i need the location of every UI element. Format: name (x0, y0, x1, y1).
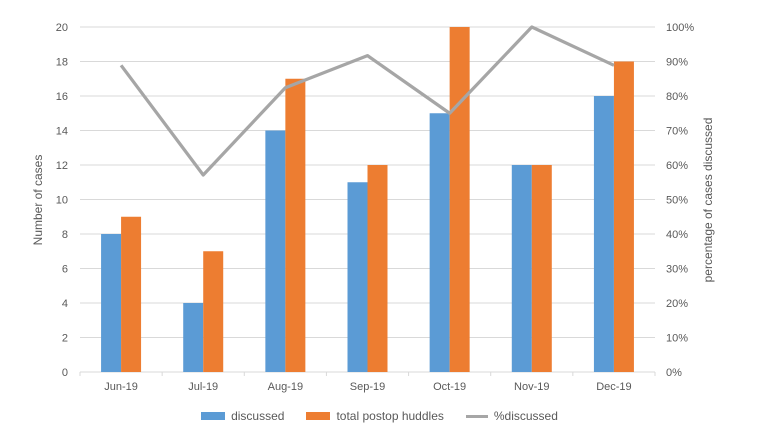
x-axis-category-label: Dec-19 (596, 381, 631, 393)
left-axis-tick-label: 8 (62, 229, 68, 241)
legend-bar-swatch (201, 412, 226, 420)
right-axis-tick-label: 90% (666, 57, 688, 69)
x-axis-category-label: Oct-19 (433, 381, 466, 393)
left-axis-tick-label: 10 (56, 195, 68, 207)
legend-label: discussed (231, 409, 285, 423)
bar-discussed-Jul-19 (183, 303, 204, 372)
x-axis-category-label: Sep-19 (350, 381, 385, 393)
right-axis-tick-label: 0% (666, 367, 682, 379)
chart-graphics: 0 2 4 6 8 10 12 14 16 18 20 0% 10% 20% 30% 40% 50% 60% 70%… (56, 22, 695, 393)
left-axis-tick-label: 14 (56, 126, 68, 138)
left-axis-tick-label: 20 (56, 22, 68, 34)
x-axis-category-label: Jun-19 (104, 381, 138, 393)
right-axis-tick-label: 70% (666, 126, 688, 138)
x-axis-category-label: Aug-19 (268, 381, 303, 393)
legend-line-swatch (465, 414, 488, 418)
trend-line-%discussed (119, 25, 615, 177)
x-axis-category-label: Jul-19 (188, 381, 218, 393)
right-axis-tick-label: 20% (666, 298, 688, 310)
right-axis-tick-label: 80% (666, 91, 688, 103)
bar-total-postop-huddles-Oct-19 (449, 27, 470, 372)
bar-discussed-Aug-19 (265, 130, 286, 372)
x-axis-category-label: Nov-19 (514, 381, 549, 393)
right-axis-tick-label: 60% (666, 160, 688, 172)
right-axis-tick-label: 50% (666, 195, 688, 207)
legend-label: %discussed (493, 409, 558, 423)
bar-total-postop-huddles-Dec-19 (613, 61, 634, 372)
left-axis-tick-label: 2 (62, 333, 68, 345)
bar-discussed-Oct-19 (429, 113, 450, 372)
right-axis-tick-label: 100% (666, 22, 694, 34)
bar-discussed-Jun-19 (101, 234, 122, 372)
left-axis-tick-label: 12 (56, 160, 68, 172)
bar-total-postop-huddles-Jun-19 (121, 216, 142, 372)
right-axis-tick-label: 30% (666, 264, 688, 276)
bar-total-postop-huddles-Jul-19 (203, 251, 224, 372)
legend: discussed total postop huddles %discussed (0, 404, 759, 428)
left-axis-title: Number of cases (31, 155, 45, 246)
left-axis-tick-label: 16 (56, 91, 68, 103)
bar-total-postop-huddles-Nov-19 (531, 165, 552, 372)
left-axis-tick-label: 4 (62, 298, 68, 310)
legend-item-%discussed: %discussed (465, 409, 558, 423)
left-axis-tick-label: 0 (62, 367, 68, 379)
right-axis-title: percentage of cases discussed (701, 118, 715, 283)
bar-discussed-Nov-19 (511, 165, 532, 372)
legend-bar-swatch (306, 412, 331, 420)
right-axis-tick-label: 40% (666, 229, 688, 241)
legend-label: total postop huddles (336, 409, 444, 423)
legend-item-discussed: discussed (201, 409, 284, 423)
left-axis-tick-label: 6 (62, 264, 68, 276)
bar-discussed-Dec-19 (593, 96, 614, 372)
right-axis-tick-label: 10% (666, 333, 688, 345)
left-axis-tick-label: 18 (56, 57, 68, 69)
bar-total-postop-huddles-Sep-19 (367, 165, 388, 372)
bar-discussed-Sep-19 (347, 182, 368, 372)
bar-total-postop-huddles-Aug-19 (285, 78, 306, 372)
legend-item-total-postop-huddles: total postop huddles (306, 409, 444, 423)
